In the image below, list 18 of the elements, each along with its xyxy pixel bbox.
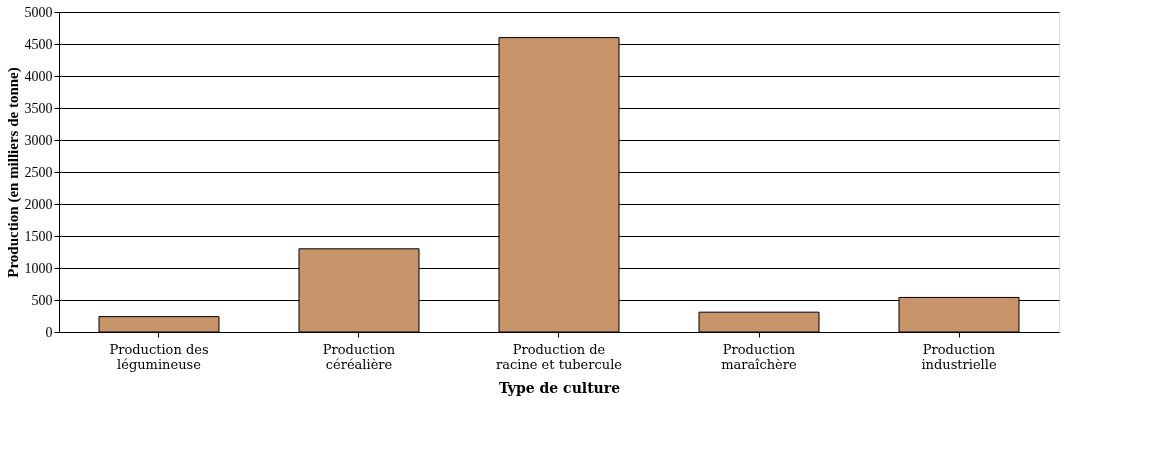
- y-tick-label: 1500: [24, 228, 53, 244]
- y-tick-label: 3500: [24, 100, 53, 116]
- y-tick-label: 2000: [24, 196, 53, 212]
- x-tick-label: Production des légumineuse: [109, 341, 209, 372]
- x-axis-title: Type de culture: [498, 379, 621, 396]
- y-tick-label: 3000: [24, 132, 53, 148]
- x-tick-label: Production industrielle: [921, 341, 997, 372]
- y-axis-title: Production (en milliers de tonne): [4, 67, 22, 278]
- y-tick-label: 4500: [24, 36, 53, 52]
- x-tick-label: Production maraîchère: [721, 341, 798, 372]
- y-tick-label: 0: [45, 324, 53, 340]
- y-tick-label: 2500: [24, 164, 53, 180]
- x-tick-label: Production céréalière: [322, 341, 396, 372]
- y-tick-label: 1000: [24, 260, 53, 276]
- y-tick-label: 4000: [24, 68, 53, 84]
- y-tick-label: 5000: [24, 4, 53, 20]
- x-tick-label: Production de racine et tubercule: [496, 341, 623, 372]
- y-tick-label: 500: [31, 292, 53, 308]
